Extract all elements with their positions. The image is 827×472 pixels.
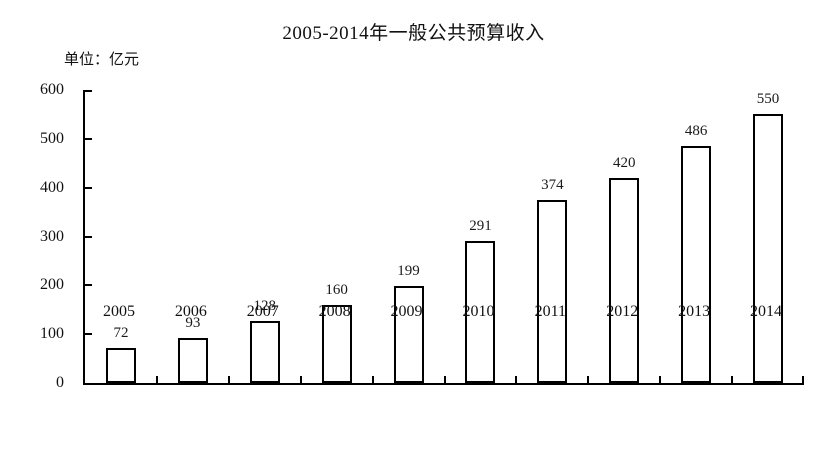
y-axis-tick-label: 200 xyxy=(40,276,64,294)
x-axis-tick-label: 2006 xyxy=(174,303,207,320)
bar-2012 xyxy=(609,177,640,383)
bar-2014 xyxy=(753,114,784,383)
bar-value-label: 72 xyxy=(113,324,129,341)
y-axis-tick-mark xyxy=(85,235,92,238)
x-axis-tick-mark xyxy=(155,376,158,383)
x-axis-tick-mark xyxy=(659,376,662,383)
y-axis-tick-label: 400 xyxy=(40,178,64,196)
chart-title: 2005-2014年一般公共预算收入 xyxy=(282,23,545,44)
x-axis-tick-mark xyxy=(443,376,446,383)
bar-value-label: 374 xyxy=(541,177,564,194)
bar-value-label: 160 xyxy=(325,281,348,298)
bar-2009 xyxy=(393,285,424,383)
x-axis-tick-mark xyxy=(587,376,590,383)
x-axis-tick-mark xyxy=(227,376,230,383)
y-axis-tick-label: 100 xyxy=(40,325,64,343)
y-axis-tick-mark xyxy=(85,137,92,140)
x-axis-tick-mark xyxy=(802,376,804,383)
y-axis-tick-label: 300 xyxy=(40,227,64,245)
x-axis-tick-label: 2011 xyxy=(534,303,567,320)
bar-2011 xyxy=(537,200,568,383)
bar-2006 xyxy=(177,337,208,383)
y-axis-tick-label: 0 xyxy=(56,374,64,391)
x-axis-tick-mark xyxy=(299,376,302,383)
x-axis-tick-label: 2005 xyxy=(102,303,135,320)
bar-2007 xyxy=(249,320,280,383)
bar-value-label: 128 xyxy=(253,297,277,314)
x-axis-tick-mark xyxy=(371,376,374,383)
bar-2010 xyxy=(465,240,496,383)
plot-area: 72 93 128 160 199 291 374 420 486 550 xyxy=(83,90,804,385)
x-axis-tick-mark xyxy=(731,376,734,383)
bar-value-label: 199 xyxy=(397,262,420,279)
bar-2008 xyxy=(321,304,352,383)
y-axis-tick-mark xyxy=(85,284,92,287)
y-axis-tick-label: 600 xyxy=(40,81,64,98)
bar-value-label: 550 xyxy=(756,91,780,108)
x-axis-tick-label: 2010 xyxy=(462,303,495,320)
x-axis-tick-label: 2013 xyxy=(678,303,711,320)
x-axis-tick-label: 2007 xyxy=(246,303,279,320)
x-axis-tick-label: 2012 xyxy=(606,303,639,320)
y-axis-tick-mark xyxy=(85,186,92,189)
bar-value-label: 93 xyxy=(185,314,201,331)
x-axis-tick-mark xyxy=(515,376,518,383)
y-axis-tick-mark xyxy=(85,90,92,92)
x-axis-tick-label: 2008 xyxy=(318,303,351,320)
x-axis-tick-label: 2014 xyxy=(750,303,783,320)
x-axis-tick-label: 2009 xyxy=(390,303,423,320)
bar-value-label: 420 xyxy=(613,154,636,171)
y-axis-tick-label: 500 xyxy=(40,129,64,147)
unit-label: 单位：亿元 xyxy=(64,52,140,68)
bar-2005 xyxy=(105,347,136,383)
bar-value-label: 291 xyxy=(469,217,492,234)
bar-value-label: 486 xyxy=(684,122,708,139)
bar-2013 xyxy=(681,145,712,383)
y-axis-tick-mark xyxy=(85,333,92,336)
